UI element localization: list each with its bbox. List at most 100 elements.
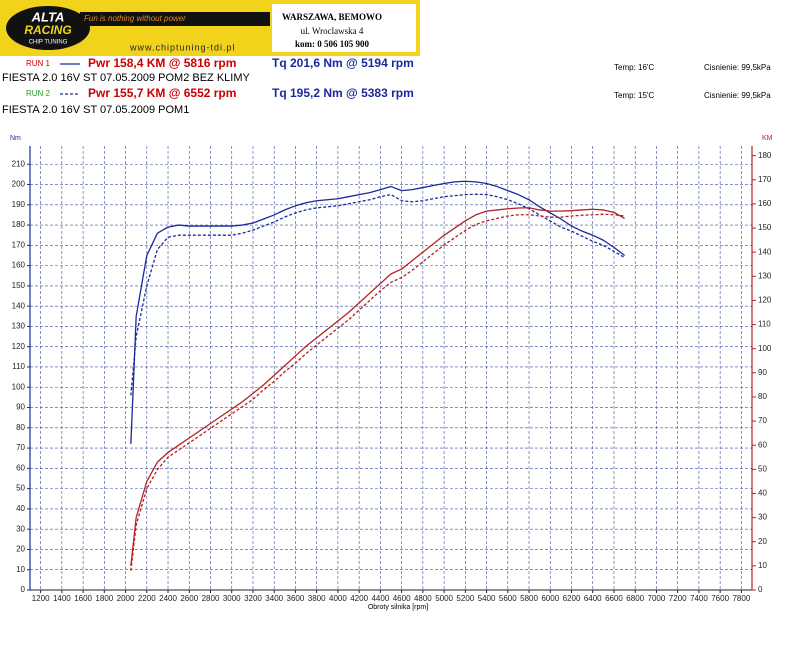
run-power: Pwr 155,7 KM @ 6552 rpm [88, 86, 236, 100]
y2-tick-label: 60 [758, 440, 767, 449]
address: ul. Wroclawska 4 [301, 26, 364, 36]
y-tick-label: 110 [12, 362, 25, 371]
y-tick-label: 70 [16, 443, 25, 452]
y-tick-label: 140 [12, 301, 26, 310]
y2-tick-label: 40 [758, 489, 767, 498]
y-tick-label: 90 [16, 403, 25, 412]
x-tick-label: 5000 [435, 594, 453, 603]
run-label: RUN 1 [26, 59, 51, 68]
run-power: Pwr 158,4 KM @ 5816 rpm [88, 56, 236, 70]
series-line [130, 207, 625, 566]
x-tick-label: 2400 [159, 594, 177, 603]
y2-tick-label: 120 [758, 296, 772, 305]
run-description: FIESTA 2.0 16V ST 07.05.2009 POM2 BEZ KL… [2, 72, 250, 84]
y2-tick-label: 170 [758, 175, 772, 184]
x-tick-label: 6200 [563, 594, 581, 603]
y2-axis-label: KM [762, 135, 773, 142]
address-box [272, 4, 416, 52]
run-torque: Tq 195,2 Nm @ 5383 rpm [272, 86, 414, 100]
x-tick-label: 4400 [371, 594, 389, 603]
x-tick-label: 4600 [393, 594, 411, 603]
y-tick-label: 180 [12, 220, 26, 229]
y-tick-label: 20 [16, 545, 25, 554]
y-tick-label: 60 [16, 463, 25, 472]
run-description: FIESTA 2.0 16V ST 07.05.2009 POM1 [2, 104, 189, 116]
y2-tick-label: 0 [758, 585, 763, 594]
x-tick-label: 2000 [117, 594, 135, 603]
y2-tick-label: 10 [758, 561, 767, 570]
x-tick-label: 3600 [287, 594, 305, 603]
y2-tick-label: 180 [758, 151, 772, 160]
x-tick-label: 7800 [732, 594, 750, 603]
address: kom: 0 506 105 900 [295, 39, 369, 49]
x-tick-label: 4000 [329, 594, 347, 603]
y2-tick-label: 100 [758, 344, 772, 353]
y-tick-label: 170 [12, 240, 26, 249]
y2-tick-label: 150 [758, 223, 772, 232]
x-tick-label: 2800 [202, 594, 220, 603]
y-tick-label: 80 [16, 423, 25, 432]
y-tick-label: 190 [12, 200, 26, 209]
run-pressure: Cisnienie: 99,5kPa [704, 63, 771, 72]
y-tick-label: 160 [12, 261, 26, 270]
y-axis-label: Nm [10, 135, 21, 142]
x-tick-label: 7600 [711, 594, 729, 603]
y-tick-label: 10 [16, 565, 25, 574]
x-tick-label: 3200 [244, 594, 262, 603]
x-tick-label: 5800 [520, 594, 538, 603]
x-tick-label: 1800 [95, 594, 113, 603]
run-pressure: Cisnienie: 99,5kPa [704, 91, 771, 100]
x-tick-label: 7000 [648, 594, 666, 603]
logo [6, 6, 90, 50]
x-tick-label: 3000 [223, 594, 241, 603]
slogan: Fun is nothing without power [84, 14, 186, 23]
y-tick-label: 30 [16, 524, 25, 533]
y-tick-label: 0 [21, 585, 26, 594]
x-tick-label: 6600 [605, 594, 623, 603]
y2-tick-label: 160 [758, 199, 772, 208]
run-torque: Tq 201,6 Nm @ 5194 rpm [272, 56, 414, 70]
y2-tick-label: 50 [758, 464, 767, 473]
x-tick-label: 6400 [584, 594, 602, 603]
y2-tick-label: 70 [758, 416, 767, 425]
x-tick-label: 3400 [265, 594, 283, 603]
y2-tick-label: 110 [758, 320, 771, 329]
x-tick-label: 1600 [74, 594, 92, 603]
run-temp: Temp: 15'C [614, 91, 654, 100]
x-tick-label: 5200 [456, 594, 474, 603]
y2-tick-label: 140 [758, 247, 772, 256]
y-tick-label: 210 [12, 159, 26, 168]
x-tick-label: 6800 [626, 594, 644, 603]
y-tick-label: 40 [16, 504, 25, 513]
series-line [130, 213, 625, 571]
x-tick-label: 2600 [180, 594, 198, 603]
y-tick-label: 130 [12, 322, 26, 331]
series-line [130, 193, 625, 396]
x-tick-label: 2200 [138, 594, 156, 603]
x-tick-label: 1200 [32, 594, 50, 603]
x-tick-label: 7400 [690, 594, 708, 603]
x-tick-label: 5400 [478, 594, 496, 603]
logo-text: CHIP TUNING [29, 40, 68, 46]
y-tick-label: 100 [12, 382, 26, 391]
x-tick-label: 7200 [669, 594, 687, 603]
y2-tick-label: 80 [758, 392, 767, 401]
x-tick-label: 4200 [350, 594, 368, 603]
x-tick-label: 4800 [414, 594, 432, 603]
y-tick-label: 200 [12, 180, 26, 189]
logo-text: RACING [24, 23, 71, 37]
y-tick-label: 150 [12, 281, 26, 290]
y2-tick-label: 20 [758, 537, 767, 546]
x-tick-label: 3800 [308, 594, 326, 603]
y2-tick-label: 30 [758, 513, 767, 522]
address: WARSZAWA, BEMOWO [282, 12, 382, 22]
run-temp: Temp: 16'C [614, 63, 654, 72]
x-tick-label: 1400 [53, 594, 71, 603]
x-tick-label: 5600 [499, 594, 517, 603]
x-axis-label: Obroty silnika [rpm] [368, 604, 428, 611]
slogan-bar [80, 12, 270, 26]
y2-tick-label: 90 [758, 368, 767, 377]
logo-text: ALTA [31, 9, 65, 24]
